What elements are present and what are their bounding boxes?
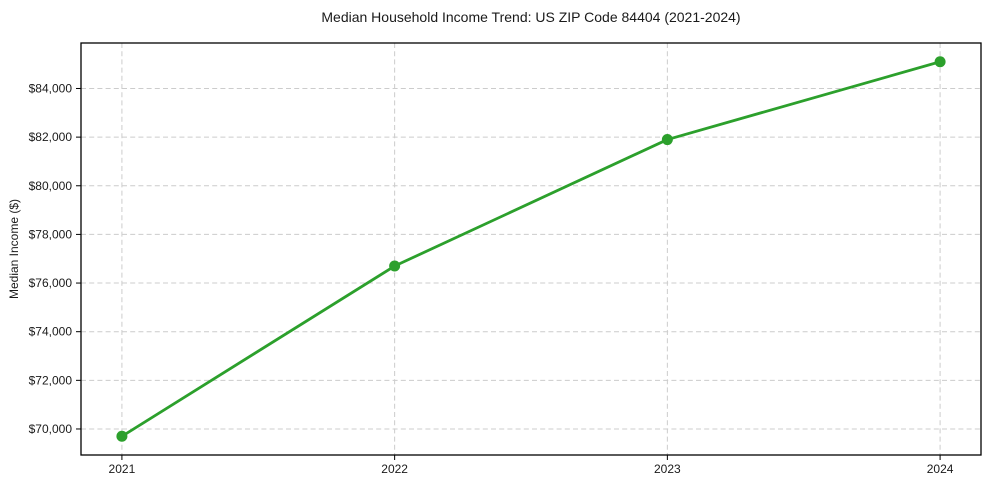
y-tick-label: $78,000	[29, 227, 73, 241]
x-tick-label: 2024	[927, 462, 954, 476]
x-tick-label: 2023	[654, 462, 681, 476]
x-tick-label: 2021	[109, 462, 136, 476]
y-tick-label: $82,000	[29, 130, 73, 144]
y-tick-label: $76,000	[29, 276, 73, 290]
trend-line	[120, 60, 942, 438]
y-tick-label: $84,000	[29, 81, 73, 95]
y-tick-label: $70,000	[29, 422, 73, 436]
data-point-2022	[389, 260, 401, 272]
axes-border	[80, 42, 982, 456]
y-axis-label: Median Income ($)	[7, 198, 21, 300]
x-tick-label: 2022	[381, 462, 408, 476]
data-point-2023	[661, 134, 673, 146]
y-tick-label: $74,000	[29, 325, 73, 339]
data-point-2021	[116, 430, 128, 442]
data-point-2024	[934, 56, 946, 68]
y-tick-label: $72,000	[29, 373, 73, 387]
y-tick-label: $80,000	[29, 179, 73, 193]
chart-title: Median Household Income Trend: US ZIP Co…	[321, 9, 741, 25]
